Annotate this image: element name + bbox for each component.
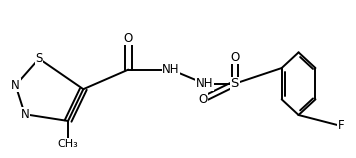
Text: O: O <box>124 32 133 45</box>
Text: NH: NH <box>196 77 213 90</box>
Text: N: N <box>11 79 20 92</box>
Text: CH₃: CH₃ <box>58 139 78 149</box>
Text: O: O <box>230 51 239 64</box>
Text: S: S <box>35 52 43 65</box>
Text: O: O <box>198 93 208 106</box>
Text: F: F <box>338 119 345 133</box>
Text: S: S <box>231 77 239 90</box>
Text: NH: NH <box>162 63 180 76</box>
Text: N: N <box>20 108 29 121</box>
